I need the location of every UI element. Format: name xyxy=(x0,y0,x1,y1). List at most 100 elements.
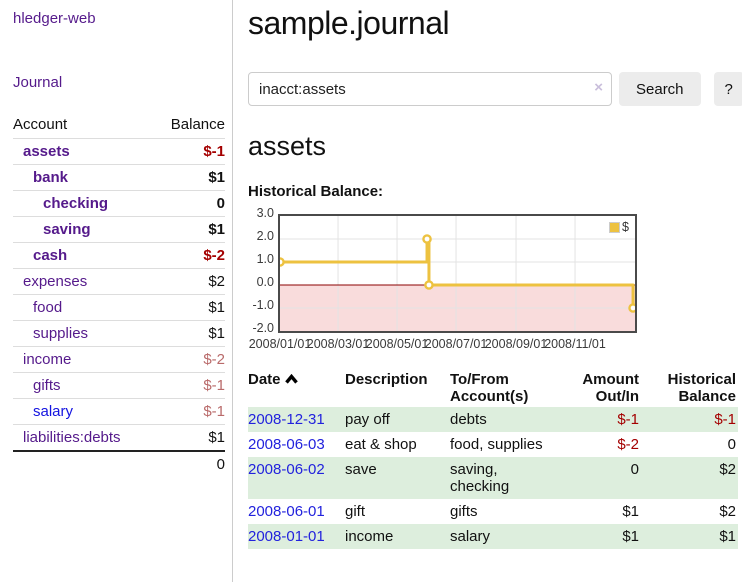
accounts-table: Account Balance assets $-1 bank $1 checking 0… xyxy=(13,112,225,477)
register-header-description: Description xyxy=(345,371,428,388)
account-balance: $2 xyxy=(153,268,225,295)
transaction-amount: 0 xyxy=(552,457,641,499)
transaction-balance: 0 xyxy=(727,436,736,453)
account-row: gifts $-1 xyxy=(13,372,225,399)
transaction-balance: $2 xyxy=(719,503,736,520)
search-form: × Search ? xyxy=(248,72,742,106)
account-link-expenses[interactable]: expenses xyxy=(23,273,88,290)
balance-chart: 3.0 2.0 1.0 0.0 -1.0 -2.0 $ 2008/01/01 2008/03… xyxy=(248,206,668,352)
sidebar-item-journal[interactable]: Journal xyxy=(13,74,63,91)
register-row: 2008-06-01 gift gifts $1 $2 xyxy=(248,499,738,524)
transaction-amount: $1 xyxy=(622,503,639,520)
transaction-date-link[interactable]: 2008-06-01 xyxy=(248,503,325,520)
account-row: expenses $2 xyxy=(13,268,225,295)
chart-svg xyxy=(280,216,635,331)
transaction-amount: $1 xyxy=(552,524,641,549)
accounts-header-balance: Balance xyxy=(170,116,225,133)
transaction-date-link[interactable]: 2008-12-31 xyxy=(248,411,325,428)
chart-plot-area: $ xyxy=(278,214,637,333)
account-link-bank[interactable]: bank xyxy=(33,169,69,186)
account-row: assets $-1 xyxy=(13,138,225,165)
x-tick-label: 2008/03/01 xyxy=(306,337,370,351)
search-button[interactable]: Search xyxy=(619,72,701,106)
account-row: salary $-1 xyxy=(13,398,225,425)
transaction-description: income xyxy=(345,524,450,549)
legend-swatch xyxy=(609,221,621,233)
transaction-amount: $-1 xyxy=(552,407,641,432)
chart-x-axis: 2008/01/01 2008/03/01 2008/05/01 2008/07/01… xyxy=(249,337,658,352)
y-tick-label: -1.0 xyxy=(252,298,274,312)
register-header-balance: Historical Balance xyxy=(667,371,736,405)
account-balance: $1 xyxy=(153,164,225,191)
accounts-table-body: assets $-1 bank $1 checking 0 saving $1 cash $-2 e… xyxy=(13,138,225,451)
register-row: 2008-12-31 pay off debts $-1 $-1 xyxy=(248,407,738,432)
transaction-description: pay off xyxy=(345,407,450,432)
account-balance: $-2 xyxy=(153,346,225,373)
chart-label: Historical Balance: xyxy=(248,183,384,200)
account-balance: $1 xyxy=(153,424,225,451)
sort-up-icon xyxy=(284,371,298,388)
y-tick-label: 1.0 xyxy=(256,252,274,266)
y-tick-label: -2.0 xyxy=(252,321,274,335)
x-tick-label: 2008/05/01 xyxy=(365,337,429,351)
transaction-accounts: debts xyxy=(450,407,552,432)
account-row: liabilities:debts $1 xyxy=(13,424,225,451)
transaction-date-link[interactable]: 2008-06-02 xyxy=(248,461,325,478)
main-content: sample.journal × Search ? assets Histori… xyxy=(234,0,742,582)
account-link-food[interactable]: food xyxy=(33,299,63,316)
account-balance: $-1 xyxy=(153,372,225,399)
account-balance: $-1 xyxy=(153,138,225,165)
transaction-description: eat & shop xyxy=(345,436,417,453)
account-link-gifts[interactable]: gifts xyxy=(33,377,61,394)
account-link-salary[interactable]: salary xyxy=(33,403,74,420)
account-row: cash $-2 xyxy=(13,242,225,269)
register-header-date[interactable]: Date xyxy=(248,369,345,407)
transaction-accounts: saving, checking xyxy=(450,457,552,499)
transaction-date-link[interactable]: 2008-01-01 xyxy=(248,528,325,545)
account-page-title: assets xyxy=(248,131,327,161)
account-link-supplies[interactable]: supplies xyxy=(33,325,89,342)
x-tick-label: 2008/01/01 xyxy=(248,337,312,351)
account-balance: 0 xyxy=(153,190,225,217)
account-balance: $1 xyxy=(153,320,225,347)
accounts-total-row: 0 xyxy=(13,450,225,477)
register-header-accounts: To/From Account(s) xyxy=(450,371,529,405)
register-row: 2008-06-03 eat & shop food, supplies $-2 0 xyxy=(248,432,738,457)
account-balance: $-2 xyxy=(153,242,225,269)
transaction-accounts: food, supplies xyxy=(450,436,543,453)
x-tick-label: 2008/09/01 xyxy=(484,337,548,351)
chart-legend: $ xyxy=(607,219,631,235)
transaction-amount: $-2 xyxy=(617,436,639,453)
transaction-accounts: salary xyxy=(450,524,552,549)
y-tick-label: 0.0 xyxy=(256,275,274,289)
x-tick-label: 2008/11/01 xyxy=(544,337,606,351)
account-link-income[interactable]: income xyxy=(23,351,72,368)
transaction-date-link[interactable]: 2008-06-03 xyxy=(248,436,325,453)
transaction-balance: $2 xyxy=(641,457,738,499)
account-balance: $1 xyxy=(153,294,225,321)
register-table: Date Description To/From Account(s) Amoun… xyxy=(248,369,738,549)
account-link-cash[interactable]: cash xyxy=(33,247,68,264)
legend-label: $ xyxy=(622,220,629,234)
account-link-checking[interactable]: checking xyxy=(43,195,109,212)
help-button[interactable]: ? xyxy=(713,72,742,106)
account-row: income $-2 xyxy=(13,346,225,373)
accounts-header-account: Account xyxy=(13,116,68,133)
transaction-accounts: gifts xyxy=(450,503,478,520)
account-link-assets[interactable]: assets xyxy=(23,143,70,160)
transaction-balance: $-1 xyxy=(641,407,738,432)
account-row: checking 0 xyxy=(13,190,225,217)
y-tick-label: 3.0 xyxy=(256,206,274,220)
sidebar: hledger-web Journal Account Balance asse… xyxy=(0,0,233,582)
transaction-balance: $1 xyxy=(641,524,738,549)
account-balance: $-1 xyxy=(153,398,225,425)
account-link-liabilities-debts[interactable]: liabilities:debts xyxy=(23,429,121,446)
account-row: supplies $1 xyxy=(13,320,225,347)
app-title-link[interactable]: hledger-web xyxy=(13,10,96,27)
register-row: 2008-06-02 save saving, checking 0 $2 xyxy=(248,457,738,499)
page-title: sample.journal xyxy=(248,5,450,41)
account-row: food $1 xyxy=(13,294,225,321)
clear-search-icon[interactable]: × xyxy=(594,79,603,96)
search-input[interactable] xyxy=(248,72,612,106)
account-link-saving[interactable]: saving xyxy=(43,221,91,238)
